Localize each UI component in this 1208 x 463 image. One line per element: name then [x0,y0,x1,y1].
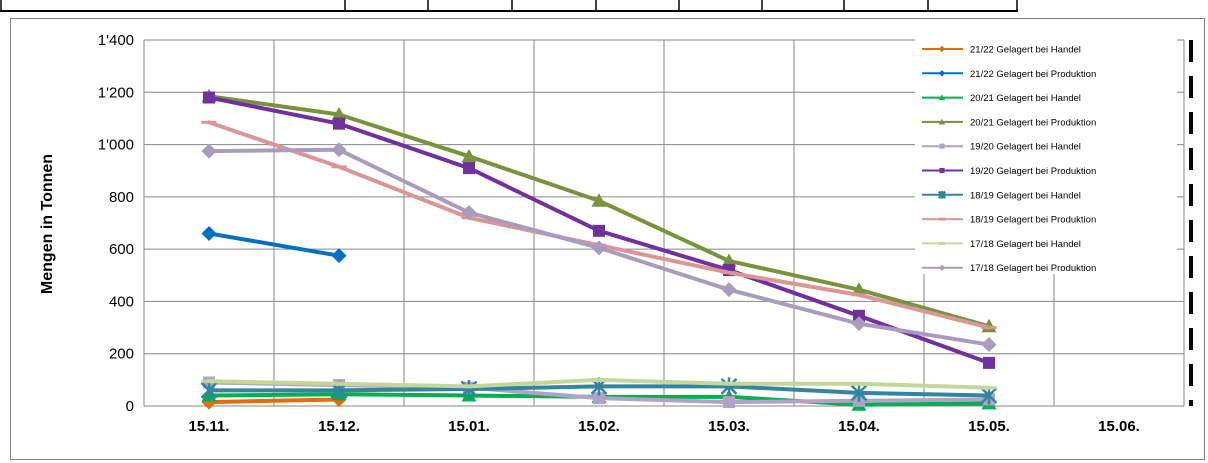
legend-entry-label: 19/20 Gelagert bei Produktion [970,166,1096,177]
legend-entry-label: 18/19 Gelagert bei Handel [970,190,1081,201]
data-point [201,143,217,159]
legend-entry-label: 21/22 Gelagert bei Produktion [970,69,1096,80]
legend-background [915,36,1177,274]
y-tick-label: 600 [109,241,134,258]
y-tick-label: 1'400 [98,32,134,49]
axes: 0 200 400 600 800 1'000 1'200 1'400 15.11. 15.12.… [98,32,1184,435]
x-tick-label: 15.05. [968,418,1010,435]
legend: 21/22 Gelagert bei Handel 21/22 Gelagert … [915,36,1177,274]
series [200,88,998,411]
data-point [591,193,607,207]
data-point [460,380,478,399]
data-point [593,224,605,237]
top-table-strip [0,0,1018,12]
data-point [591,240,607,256]
legend-entry-label: 18/19 Gelagert bei Produktion [970,215,1096,226]
x-tick-label: 15.04. [838,418,880,435]
data-point [461,148,477,163]
legend-entry-label: 20/21 Gelagert bei Handel [970,93,1081,104]
y-tick-label: 200 [109,346,134,363]
series-10 [201,142,997,353]
data-point [461,205,477,221]
x-tick-label: 15.06. [1098,418,1140,435]
x-tick-label: 15.02. [578,418,620,435]
y-tick-label: 1'000 [98,137,134,154]
x-tick-label: 15.03. [708,418,750,435]
series-line [207,231,341,258]
y-axis-title: Mengen in Tonnen [39,154,56,294]
data-point [983,356,995,369]
data-point [851,316,867,332]
data-point [463,162,475,175]
series-2 [201,225,347,264]
data-point [853,309,865,322]
legend-swatch-marker [938,118,946,125]
legend-entry-label: 20/21 Gelagert bei Produktion [970,117,1096,128]
data-point [721,282,737,298]
data-point [593,392,605,405]
y-tick-label: 0 [126,398,134,415]
y-tick-label: 400 [109,293,134,310]
data-point [201,225,217,241]
legend-entry-label: 21/22 Gelagert bei Handel [970,45,1081,56]
data-point [723,396,735,409]
data-point [331,142,347,158]
series-line [207,397,341,405]
y-tick-label: 1'200 [98,84,134,101]
legend-entry-label: 17/18 Gelagert bei Produktion [970,263,1096,274]
legend-swatch-marker [938,70,946,77]
x-tick-label: 15.12. [318,418,360,435]
series-line [207,94,991,329]
legend-swatch-marker [938,45,946,53]
data-point [981,337,997,353]
data-point [331,248,347,264]
data-point [331,107,347,121]
legend-swatch-marker [937,190,947,199]
legend-entry-label: 19/20 Gelagert bei Handel [970,142,1081,153]
data-point [720,377,738,396]
x-tick-label: 15.11. [189,418,230,435]
series-4 [201,88,997,333]
data-point [721,253,737,267]
x-tick-label: 15.01. [448,418,490,435]
data-point [203,91,215,104]
legend-swatch-marker [939,167,945,174]
legend-entry-label: 17/18 Gelagert bei Handel [970,239,1081,250]
data-point [333,117,345,130]
data-point [850,383,868,402]
series-6 [203,91,995,369]
data-point [200,381,218,400]
series-9 [201,377,997,390]
legend-swatch-marker [938,264,946,271]
legend-swatch-marker [939,143,945,149]
y-tick-label: 800 [109,189,134,206]
legend-swatch-marker [938,94,946,101]
